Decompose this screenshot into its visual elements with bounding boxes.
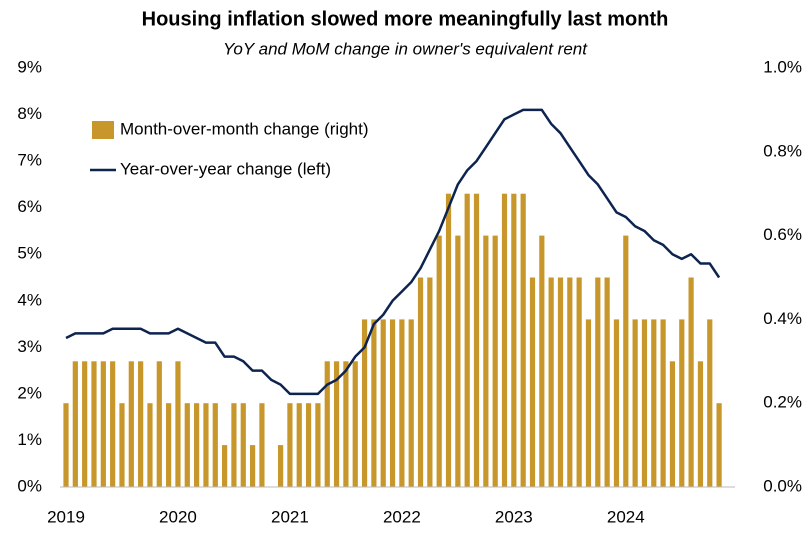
x-tick-label: 2020	[159, 507, 197, 526]
bar	[585, 319, 592, 487]
bar	[408, 319, 414, 487]
line	[65, 108, 721, 396]
bar	[296, 403, 302, 487]
y2-tick-label: 0.8%	[763, 141, 802, 160]
bar	[399, 319, 405, 487]
y-tick-label: 4%	[17, 290, 42, 309]
bar	[417, 277, 424, 487]
bar	[539, 235, 545, 487]
bar	[100, 361, 106, 487]
y-tick-label: 0%	[17, 476, 42, 495]
bar	[63, 403, 69, 487]
bar	[184, 403, 190, 487]
bar	[138, 361, 144, 487]
bar	[660, 319, 666, 487]
x-tick-label: 2019	[47, 507, 85, 526]
bar	[380, 319, 386, 487]
bar	[529, 277, 536, 487]
y-tick-label: 6%	[17, 197, 42, 216]
y2-tick-label: 0.2%	[763, 393, 802, 412]
bar	[222, 445, 228, 487]
bar	[277, 445, 284, 487]
bar	[240, 403, 246, 487]
bar	[147, 403, 153, 487]
bar	[212, 403, 218, 487]
bar	[194, 403, 200, 487]
bar	[492, 235, 498, 487]
bar	[82, 361, 88, 487]
bar	[520, 193, 526, 487]
bar	[287, 403, 293, 487]
bar	[567, 277, 573, 487]
chart-title: Housing inflation slowed more meaningful…	[142, 8, 669, 30]
bar	[697, 361, 704, 487]
y-tick-label: 5%	[17, 244, 42, 263]
y-tick-label: 3%	[17, 337, 42, 356]
legend-label: Year-over-year change (left)	[120, 159, 331, 178]
bar	[679, 319, 685, 487]
legend-swatch	[92, 121, 114, 139]
bar	[473, 193, 480, 487]
bar	[231, 403, 237, 487]
bar	[119, 403, 125, 487]
y-tick-label: 7%	[17, 151, 42, 170]
bar	[641, 319, 648, 487]
bar	[548, 277, 554, 487]
chart-subtitle: YoY and MoM change in owner's equivalent…	[223, 39, 588, 58]
bar	[324, 361, 330, 487]
y2-tick-label: 0.6%	[763, 225, 802, 244]
y-tick-label: 8%	[17, 104, 42, 123]
legend-label: Month-over-month change (right)	[120, 119, 369, 138]
x-tick-label: 2024	[607, 507, 645, 526]
bar	[511, 193, 517, 487]
x-tick-label: 2022	[383, 507, 421, 526]
bar	[604, 277, 610, 487]
bar	[315, 403, 321, 487]
bar	[250, 445, 256, 487]
bar	[427, 277, 433, 487]
bar	[389, 319, 396, 487]
bar	[464, 193, 470, 487]
y-tick-label: 9%	[17, 57, 42, 76]
y-tick-label: 1%	[17, 430, 42, 449]
bar	[595, 277, 601, 487]
y-tick-label: 2%	[17, 383, 42, 402]
bar	[716, 403, 722, 487]
bar	[110, 361, 116, 487]
bar	[361, 319, 368, 487]
bar	[501, 193, 508, 487]
bar	[259, 403, 265, 487]
bar	[128, 361, 134, 487]
bar	[175, 361, 181, 487]
bar	[455, 235, 461, 487]
bar	[72, 361, 78, 487]
y2-tick-label: 0.4%	[763, 309, 802, 328]
x-tick-label: 2021	[271, 507, 309, 526]
bar	[91, 361, 97, 487]
bar	[166, 403, 172, 487]
bar	[576, 277, 582, 487]
x-tick-label: 2023	[495, 507, 533, 526]
bar	[352, 361, 358, 487]
bar	[669, 361, 676, 487]
bar	[343, 361, 349, 487]
bar	[707, 319, 713, 487]
y2-tick-label: 0.0%	[763, 476, 802, 495]
bar	[688, 277, 694, 487]
bar	[333, 361, 340, 487]
bar	[651, 319, 657, 487]
bar	[483, 235, 489, 487]
bar	[623, 235, 629, 487]
y2-tick-label: 1.0%	[763, 57, 802, 76]
bar	[156, 361, 162, 487]
bar	[305, 403, 312, 487]
bar	[436, 235, 442, 487]
bar	[557, 277, 564, 487]
bar	[613, 319, 620, 487]
bar	[203, 403, 209, 487]
bar	[371, 319, 377, 487]
bar	[632, 319, 638, 487]
bar	[445, 193, 452, 487]
